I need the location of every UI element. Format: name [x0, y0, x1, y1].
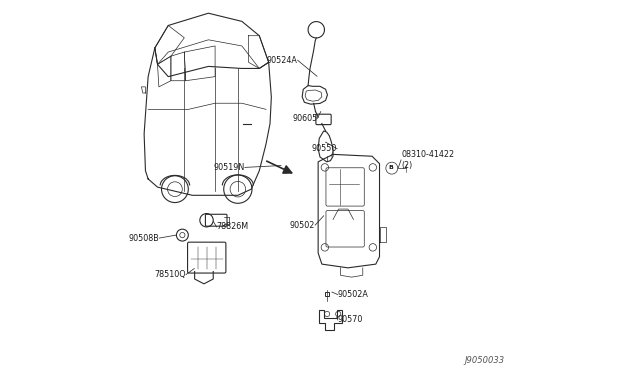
- Text: 90524A: 90524A: [267, 56, 298, 65]
- Text: 78510Q: 78510Q: [154, 270, 186, 279]
- Text: 78826M: 78826M: [216, 222, 249, 231]
- Text: 90570: 90570: [338, 315, 364, 324]
- Text: 90605: 90605: [292, 114, 317, 123]
- Text: 90502A: 90502A: [338, 290, 369, 299]
- Text: 90508B: 90508B: [129, 234, 159, 243]
- Text: B: B: [388, 165, 394, 170]
- Text: 90550: 90550: [312, 144, 337, 153]
- Text: J9050033: J9050033: [464, 356, 504, 365]
- Text: 08310-41422
(2): 08310-41422 (2): [401, 150, 454, 170]
- Text: 90519N: 90519N: [214, 163, 245, 172]
- Text: 90502: 90502: [290, 221, 315, 230]
